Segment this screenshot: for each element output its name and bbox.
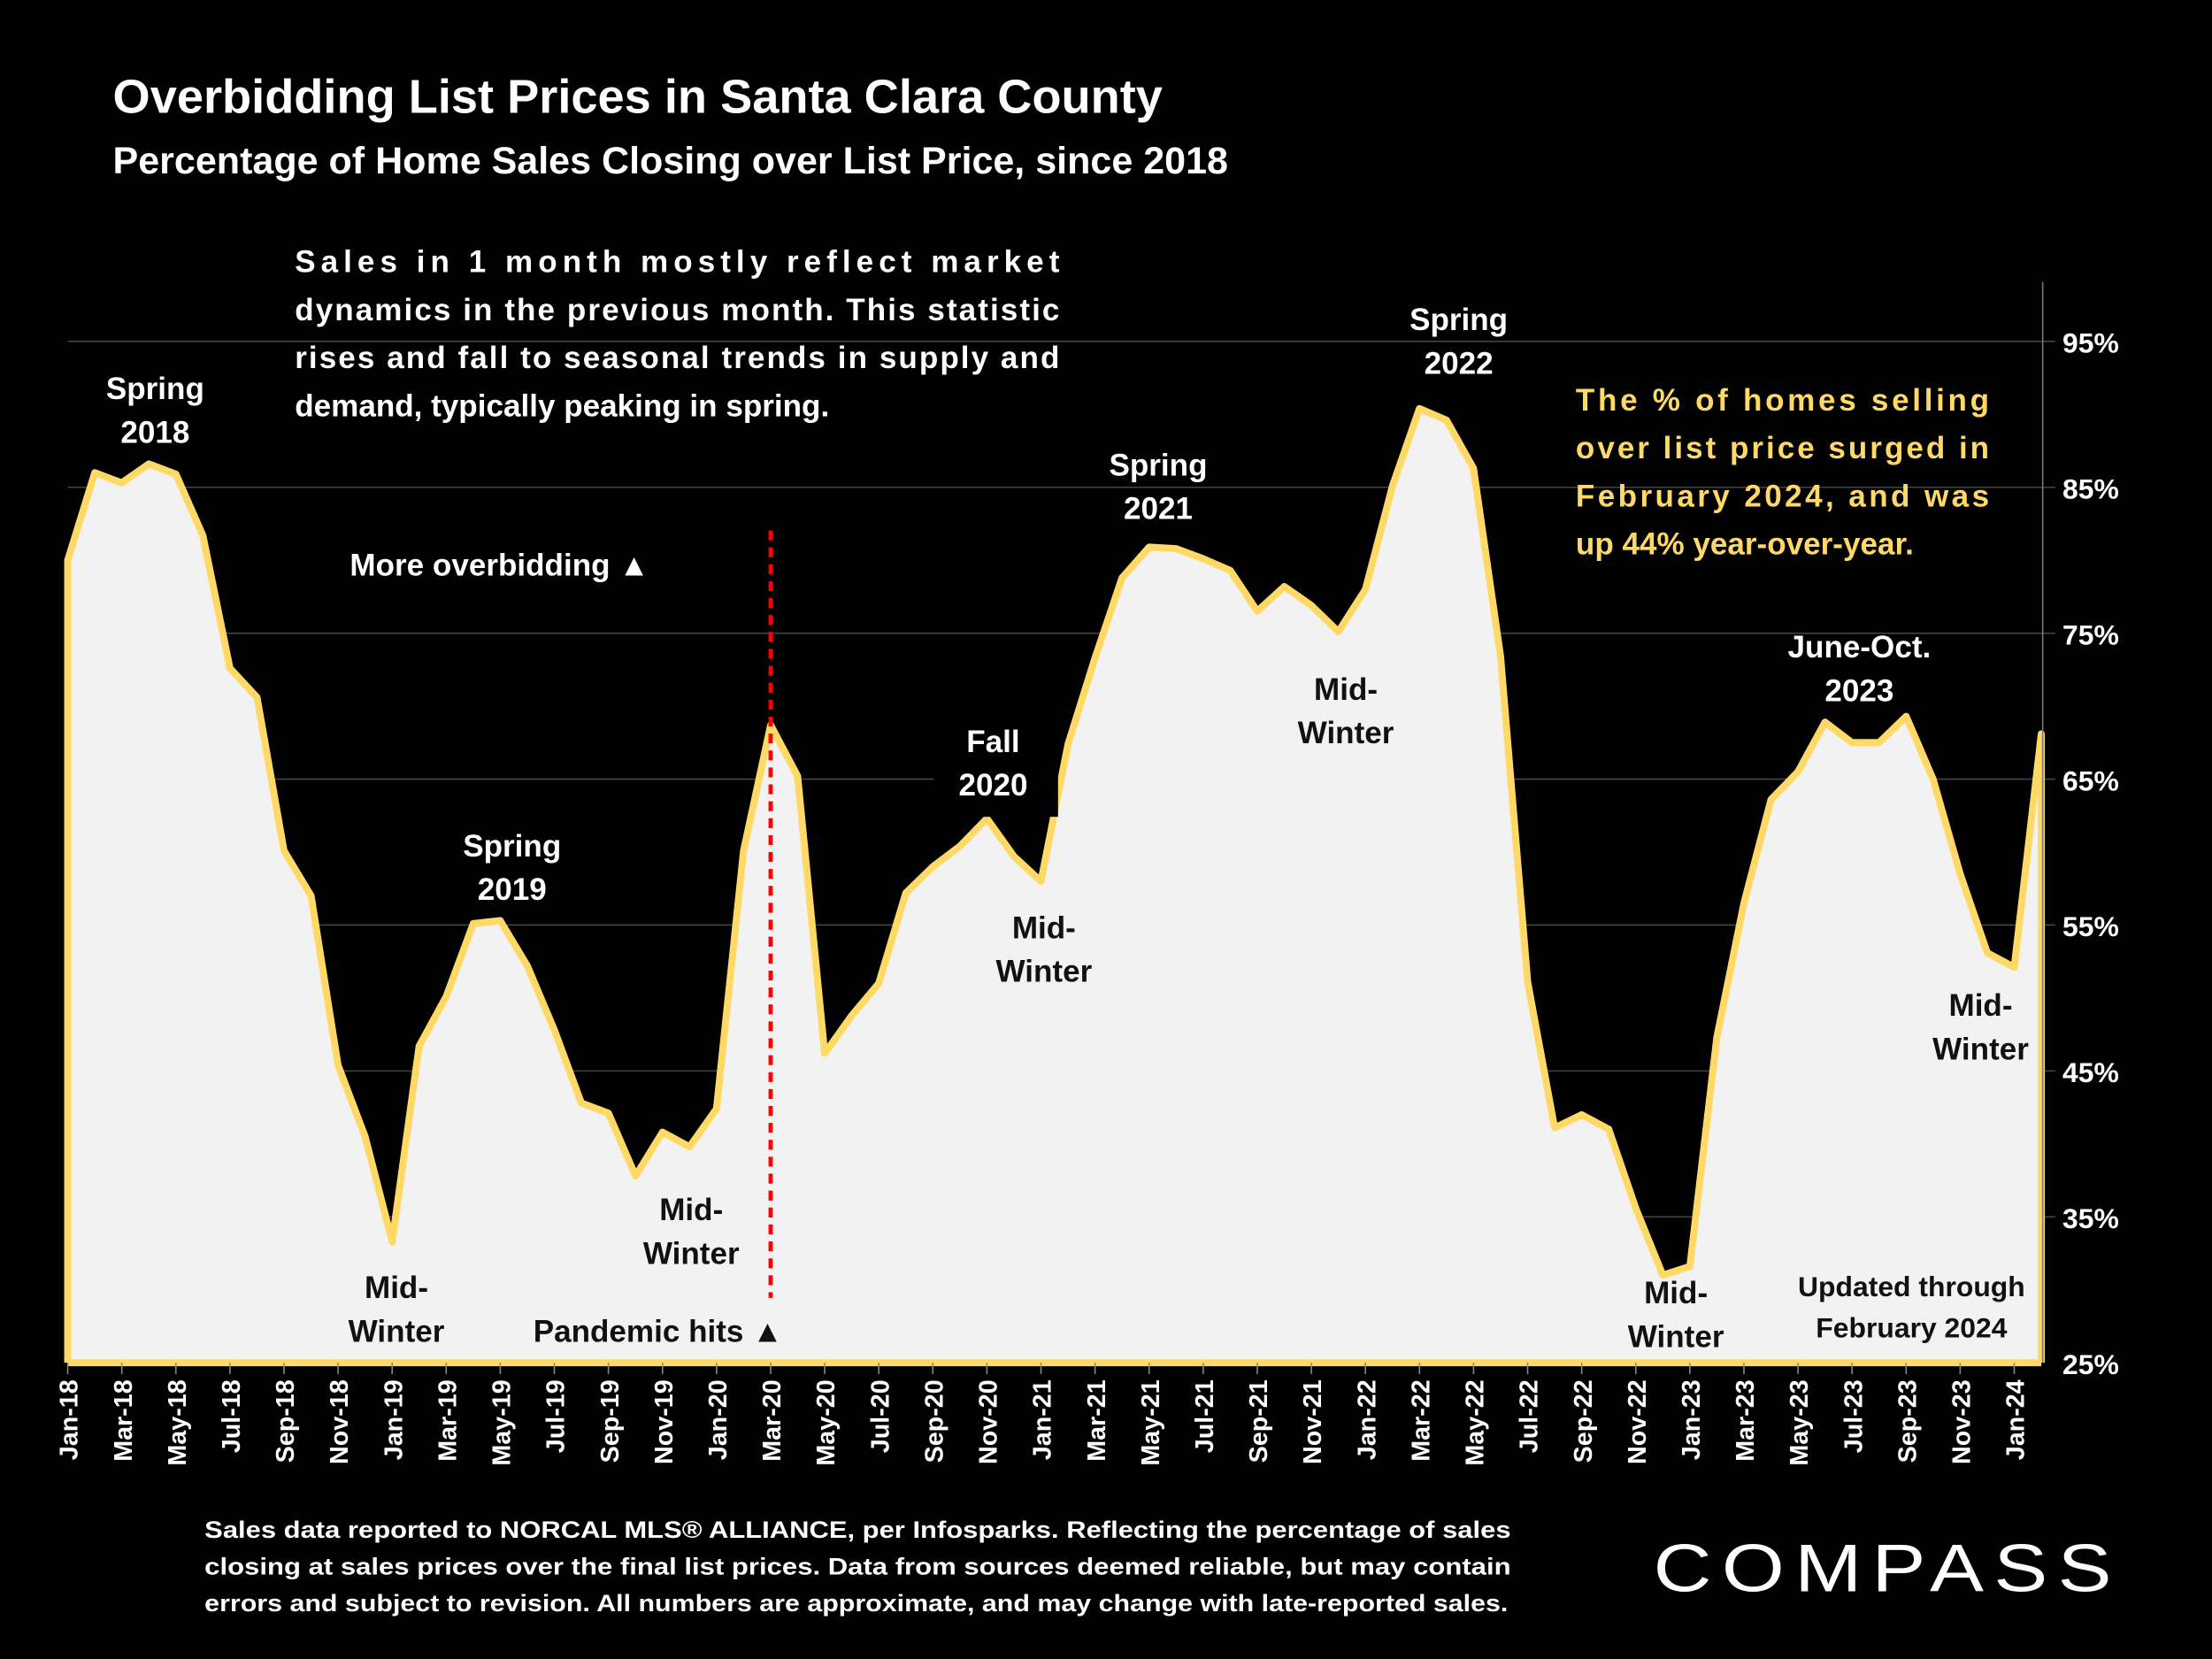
x-tick-label: Jan-18 — [56, 1379, 84, 1460]
x-tick-label: Nov-18 — [326, 1379, 354, 1464]
chart-subtitle: Percentage of Home Sales Closing over Li… — [113, 140, 1228, 182]
x-tick-label: Jan-21 — [1029, 1379, 1057, 1460]
x-tick-label: Nov-20 — [975, 1379, 1003, 1464]
x-tick-label: Mar-19 — [434, 1379, 462, 1461]
note-line: dynamics in the previous month. This sta… — [295, 293, 1059, 327]
compass-logo: COMPASS — [1654, 1531, 2122, 1606]
x-tick-label: Nov-19 — [650, 1379, 679, 1464]
y-tick-label: 65% — [2062, 764, 2119, 796]
annotation-spring2021: 2021 — [1124, 492, 1193, 526]
annotation-spring2018: Spring — [106, 372, 204, 406]
x-tick-label: May-19 — [488, 1379, 517, 1465]
x-tick-label: Mar-20 — [758, 1379, 787, 1461]
x-tick-label: Jul-23 — [1839, 1379, 1868, 1453]
x-tick-label: Nov-21 — [1299, 1379, 1327, 1464]
x-tick-label: Jul-19 — [542, 1379, 571, 1453]
x-tick-label: May-21 — [1137, 1379, 1165, 1465]
x-tick-label: Jan-22 — [1353, 1379, 1381, 1460]
area-fill — [67, 408, 2042, 1363]
highlight-line: up 44% year-over-year. — [1576, 527, 1914, 562]
annotation-spring2022: Spring — [1409, 303, 1508, 337]
annotation-midwinter2021: Mid- — [1012, 910, 1076, 945]
highlight-line: over list price surged in — [1576, 431, 1989, 465]
pandemic-label: Pandemic hits ▲ — [534, 1314, 783, 1348]
annotation-fall2020: Fall — [966, 725, 1019, 759]
x-tick-label: Sep-21 — [1245, 1379, 1273, 1463]
x-tick-label: Nov-22 — [1624, 1379, 1652, 1464]
y-tick-label: 55% — [2062, 910, 2119, 942]
x-tick-label: Jan-24 — [2002, 1379, 2031, 1460]
x-tick-label: Mar-22 — [1407, 1379, 1435, 1461]
note-line: demand, typically peaking in spring. — [295, 388, 829, 423]
annotations: Spring 2018 Mid- Winter Spring 2019 Mid- Winter… — [106, 303, 2029, 1355]
note-text: Sales in 1 month mostly reflect market d… — [295, 245, 1059, 424]
x-axis: Jan-18 Mar-18 May-18 Jul-18 Sep-18 Nov-18 Jan-… — [56, 1363, 2031, 1466]
y-tick-label: 25% — [2062, 1348, 2119, 1380]
annotation-updated: Updated through — [1798, 1271, 2025, 1302]
annotation-spring2019: 2019 — [478, 872, 547, 907]
x-tick-label: Sep-20 — [920, 1379, 949, 1463]
annotation-midwinter2021: Winter — [995, 955, 1092, 989]
x-tick-label: Jan-19 — [380, 1379, 408, 1460]
annotation-midwinter2022: Mid- — [1314, 672, 1378, 707]
x-tick-label: Mar-18 — [110, 1379, 138, 1462]
y-tick-label: 85% — [2062, 473, 2119, 505]
more-overbidding-label: More overbidding ▲ — [349, 549, 649, 583]
x-tick-label: Jul-22 — [1516, 1379, 1544, 1453]
x-tick-label: Mar-23 — [1732, 1379, 1760, 1461]
x-tick-label: May-20 — [812, 1379, 841, 1465]
y-axis: 25% 35% 45% 55% 65% 75% 85% 95% — [2041, 281, 2119, 1380]
note-line: Sales in 1 month mostly reflect market — [295, 245, 1059, 280]
annotation-juneoct2023: 2023 — [1824, 673, 1893, 708]
x-tick-label: Sep-23 — [1893, 1379, 1922, 1463]
annotation-midwinter2020: Mid- — [659, 1193, 723, 1227]
annotation-juneoct2023: June-Oct. — [1788, 630, 1932, 664]
y-tick-label: 95% — [2062, 327, 2119, 359]
source-footnote: Sales data reported to NORCAL MLS® ALLIA… — [204, 1516, 1510, 1617]
y-tick-label: 75% — [2062, 618, 2119, 650]
annotation-spring2022: 2022 — [1425, 347, 1494, 381]
y-tick-label: 45% — [2062, 1056, 2119, 1088]
annotation-midwinter2023: Mid- — [1644, 1276, 1708, 1310]
annotation-bg — [933, 713, 1058, 818]
x-tick-label: May-22 — [1462, 1379, 1490, 1465]
x-tick-label: Sep-22 — [1570, 1379, 1598, 1463]
annotation-fall2020: 2020 — [958, 768, 1027, 803]
source-line: Sales data reported to NORCAL MLS® ALLIA… — [204, 1516, 1510, 1543]
x-tick-label: Sep-19 — [596, 1379, 625, 1463]
annotation-spring2018: 2018 — [120, 416, 189, 450]
chart-title: Overbidding List Prices in Santa Clara C… — [113, 71, 1163, 124]
highlight-line: The % of homes selling — [1576, 383, 1989, 418]
x-tick-label: Jan-23 — [1678, 1379, 1706, 1460]
annotation-midwinter2019: Mid- — [365, 1271, 428, 1305]
y-tick-label: 35% — [2062, 1202, 2119, 1234]
annotation-midwinter2020: Winter — [643, 1237, 740, 1271]
annotation-midwinter2024: Mid- — [1948, 988, 2012, 1023]
x-tick-label: Jul-18 — [218, 1379, 246, 1453]
note-line: rises and fall to seasonal trends in sup… — [295, 341, 1059, 375]
pandemic-marker: Pandemic hits ▲ — [534, 530, 783, 1348]
annotation-updated: February 2024 — [1816, 1311, 2007, 1343]
x-tick-label: Jul-20 — [866, 1379, 895, 1453]
x-tick-label: Nov-23 — [1948, 1379, 1977, 1464]
source-line: errors and subject to revision. All numb… — [204, 1589, 1508, 1617]
annotation-midwinter2019: Winter — [349, 1314, 445, 1348]
annotation-midwinter2023: Winter — [1628, 1320, 1724, 1355]
annotation-midwinter2024: Winter — [1932, 1032, 2029, 1066]
x-tick-label: Jul-21 — [1191, 1379, 1219, 1453]
x-tick-label: Sep-18 — [272, 1379, 300, 1463]
annotation-spring2021: Spring — [1109, 448, 1207, 482]
x-tick-label: Mar-21 — [1083, 1379, 1111, 1462]
source-line: closing at sales prices over the final l… — [204, 1552, 1510, 1579]
annotation-spring2019: Spring — [463, 829, 561, 864]
x-tick-label: May-18 — [164, 1379, 192, 1465]
x-tick-label: May-23 — [1786, 1379, 1814, 1465]
annotation-midwinter2022: Winter — [1298, 716, 1394, 750]
x-tick-label: Jan-20 — [704, 1379, 733, 1460]
